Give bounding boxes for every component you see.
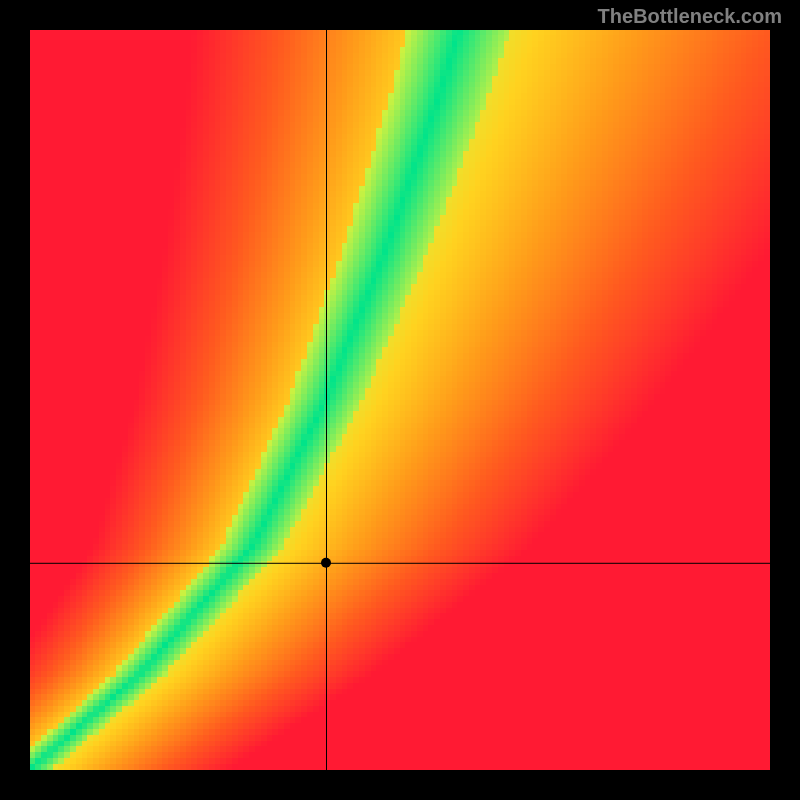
figure-container: TheBottleneck.com <box>0 0 800 800</box>
heatmap-canvas <box>30 30 770 770</box>
watermark-text: TheBottleneck.com <box>598 6 782 29</box>
